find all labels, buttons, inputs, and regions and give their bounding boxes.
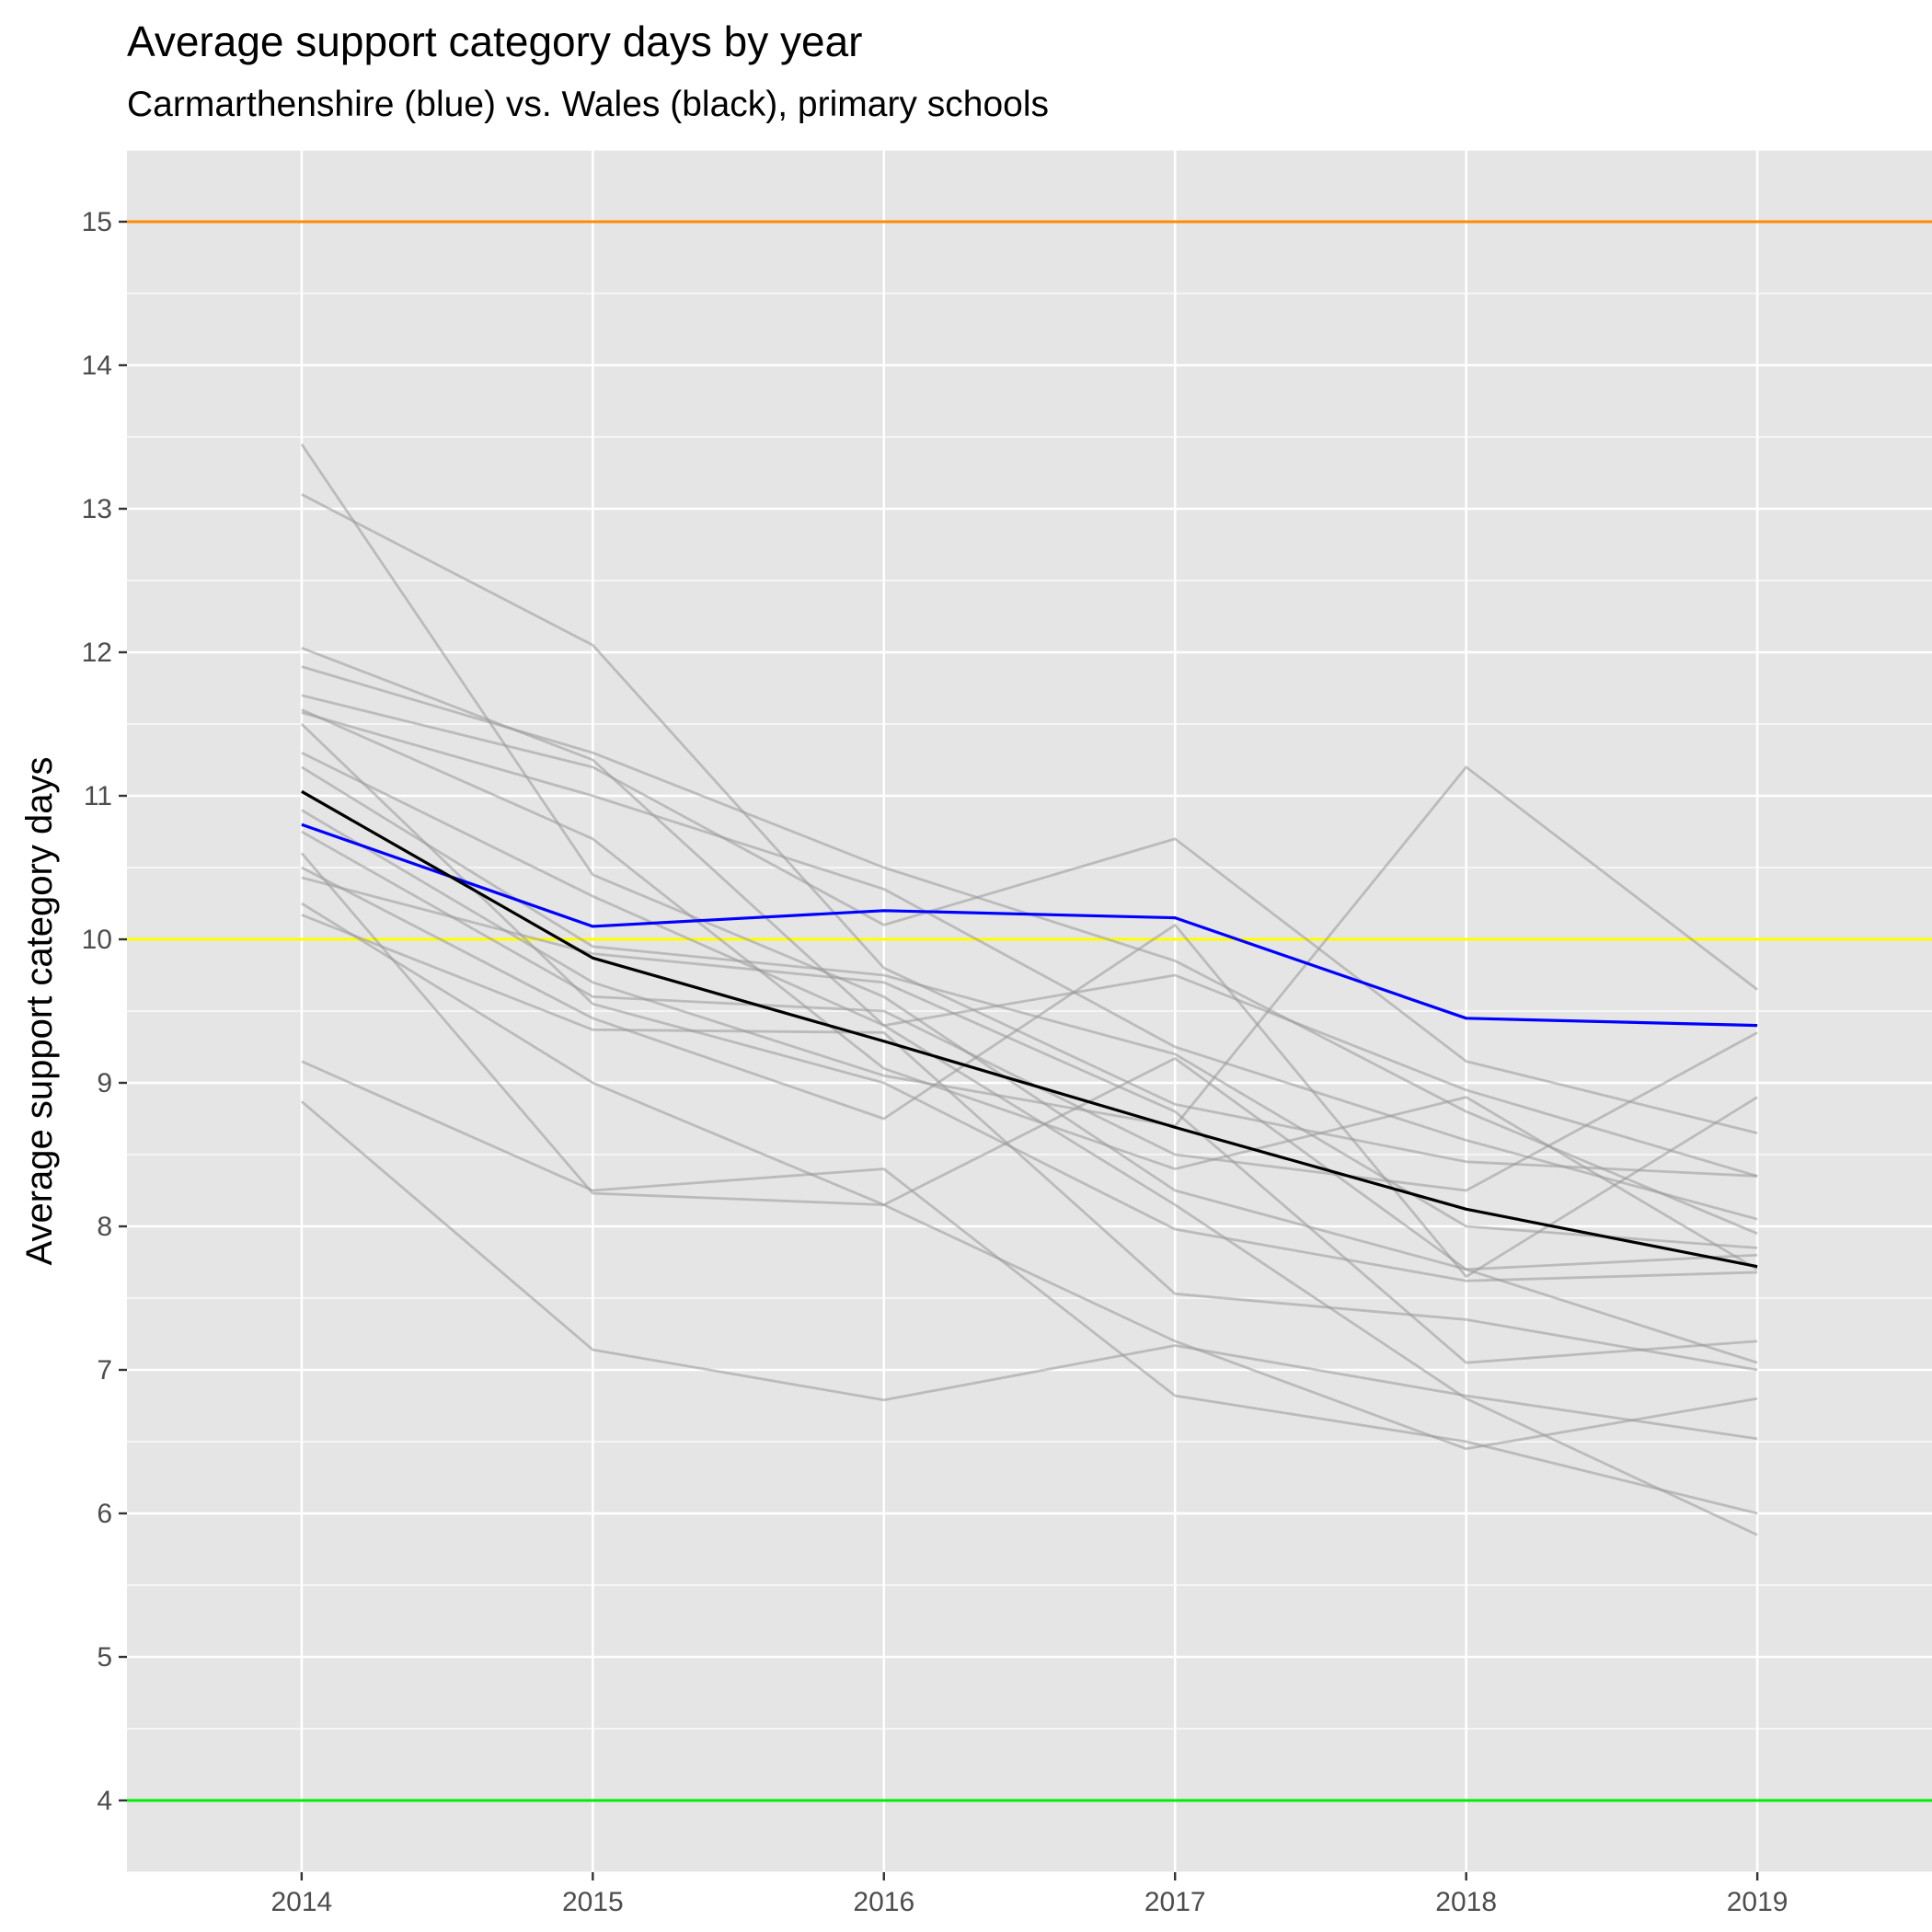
chart-title: Average support category days by year (127, 17, 863, 65)
y-tick-label: 13 (82, 494, 112, 524)
y-tick-label: 15 (82, 207, 112, 237)
x-axis: 2014 2015 2016 2017 2018 2019 (270, 1872, 1788, 1917)
highlight-series-group (301, 789, 1758, 1269)
background-series-line (301, 711, 1758, 1221)
x-tick-label: 2017 (1144, 1887, 1206, 1917)
background-series-line (301, 694, 1758, 1134)
background-series-line (301, 751, 1758, 1178)
y-tick-label: 11 (84, 781, 112, 811)
y-axis-title: Average support category days (19, 757, 60, 1266)
highlight-series-line (301, 789, 1758, 1269)
x-tick-label: 2018 (1435, 1887, 1497, 1917)
y-tick-label: 7 (97, 1355, 112, 1386)
y-tick-label: 8 (97, 1212, 112, 1242)
y-tick-label: 10 (82, 925, 112, 955)
y-tick-label: 14 (82, 351, 112, 381)
background-series-line (301, 902, 1758, 1451)
minor-grid (127, 149, 1932, 1873)
background-series-line (301, 1060, 1758, 1515)
y-axis: 4 5 6 7 8 9 10 11 12 13 14 15 (82, 207, 127, 1816)
highlight-series-line (301, 822, 1758, 1028)
background-series-line (301, 876, 1758, 1364)
background-series-group (300, 443, 1758, 1536)
background-series-line (301, 765, 1758, 1249)
y-tick-label: 9 (97, 1068, 112, 1098)
x-tick-label: 2019 (1727, 1887, 1788, 1917)
background-series-line (300, 1100, 1758, 1441)
x-tick-label: 2014 (270, 1887, 332, 1917)
x-tick-label: 2016 (853, 1887, 914, 1917)
background-series-line (301, 708, 1758, 1271)
background-series-line (300, 852, 1758, 1271)
y-tick-label: 4 (97, 1786, 112, 1816)
y-tick-label: 12 (82, 638, 112, 668)
y-tick-label: 5 (97, 1642, 112, 1673)
background-series-line (301, 765, 1758, 1128)
background-series-line (301, 866, 1758, 1278)
y-tick-label: 6 (97, 1499, 112, 1529)
background-series-line (300, 722, 1758, 1282)
background-series-line (301, 647, 1758, 1536)
background-series-line (301, 914, 1758, 1372)
x-tick-label: 2015 (562, 1887, 624, 1917)
chart-subtitle: Carmarthenshire (blue) vs. Wales (black)… (127, 85, 1050, 124)
reference-lines (127, 220, 1932, 1802)
background-series-line (300, 443, 1758, 1364)
